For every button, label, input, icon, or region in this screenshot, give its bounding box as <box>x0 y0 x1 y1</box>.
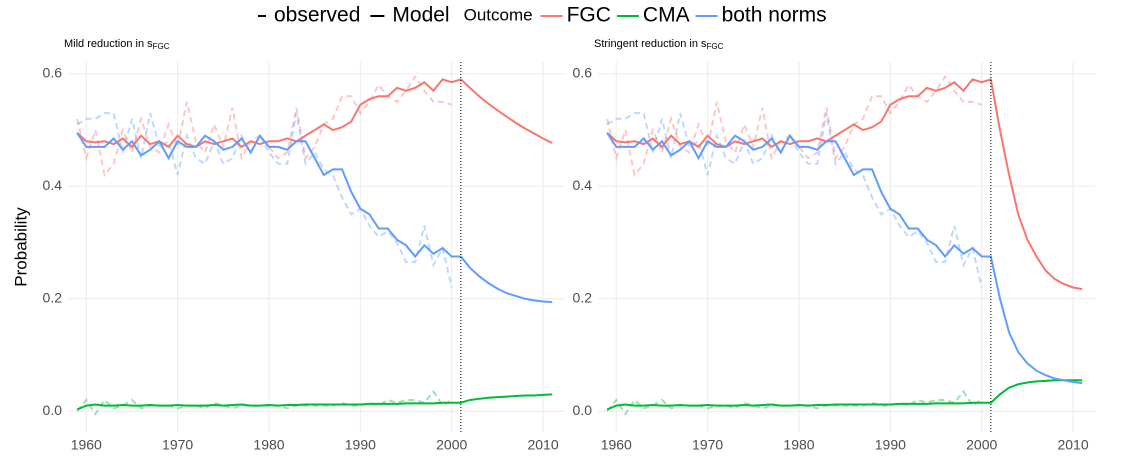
x-tick-label: 2000 <box>966 437 997 453</box>
model-line <box>606 379 1083 411</box>
y-tick-label: 0.0 <box>43 402 63 418</box>
model-line <box>76 78 553 149</box>
y-tick-label: 0.4 <box>573 177 593 193</box>
x-tick-label: 1980 <box>783 437 814 453</box>
y-tick-label: 0.0 <box>573 402 593 418</box>
legend-label: Model <box>392 4 449 27</box>
observed-line <box>606 112 983 288</box>
model-line <box>606 132 1083 385</box>
model-line <box>76 393 553 411</box>
x-tick-label: 1990 <box>875 437 906 453</box>
x-tick-label: 1970 <box>162 437 193 453</box>
legend-label: CMA <box>643 4 690 27</box>
legend-label: observed <box>274 4 360 27</box>
panel-title: Mild reduction in sFGC <box>64 38 170 51</box>
y-axis-label: Probability <box>11 207 30 287</box>
observed-line <box>76 389 453 416</box>
y-tick-label: 0.2 <box>573 289 593 305</box>
model-line <box>606 78 1083 291</box>
panel-title-subscript: FGC <box>153 42 170 51</box>
panel-title: Stringent reduction in sFGC <box>594 38 724 51</box>
x-tick-label: 1960 <box>601 437 632 453</box>
panel-title-text: Stringent reduction in s <box>594 38 707 50</box>
y-tick-label: 0.4 <box>43 177 63 193</box>
x-tick-label: 1990 <box>345 437 376 453</box>
y-tick-label: 0.6 <box>43 65 63 81</box>
panel-title-text: Mild reduction in s <box>64 38 153 50</box>
x-tick-label: 2010 <box>527 437 558 453</box>
panel-title-subscript: FGC <box>707 42 724 51</box>
observed-line <box>76 112 453 288</box>
x-tick-label: 1980 <box>253 437 284 453</box>
y-tick-label: 0.2 <box>43 289 63 305</box>
legend-label: both norms <box>722 4 827 27</box>
x-tick-label: 2000 <box>436 437 467 453</box>
x-tick-label: 2010 <box>1057 437 1088 453</box>
x-tick-label: 1970 <box>692 437 723 453</box>
x-tick-label: 1960 <box>71 437 102 453</box>
legend-title: Outcome <box>464 5 533 24</box>
y-tick-label: 0.6 <box>573 65 593 81</box>
observed-line <box>606 389 983 416</box>
legend-label: FGC <box>567 4 611 27</box>
model-line <box>76 132 553 304</box>
